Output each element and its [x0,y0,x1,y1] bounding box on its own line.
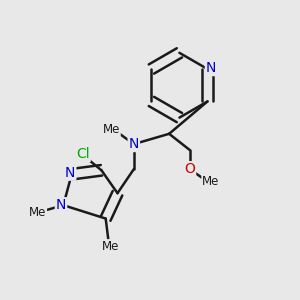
Text: Me: Me [29,206,46,219]
Text: Me: Me [202,175,220,188]
Text: Cl: Cl [76,147,90,161]
Text: N: N [65,166,75,180]
Text: N: N [56,198,66,212]
Text: N: N [206,61,216,75]
Text: O: O [184,162,195,176]
Text: Me: Me [101,240,119,253]
Text: Me: Me [102,123,120,136]
Text: N: N [129,137,139,151]
